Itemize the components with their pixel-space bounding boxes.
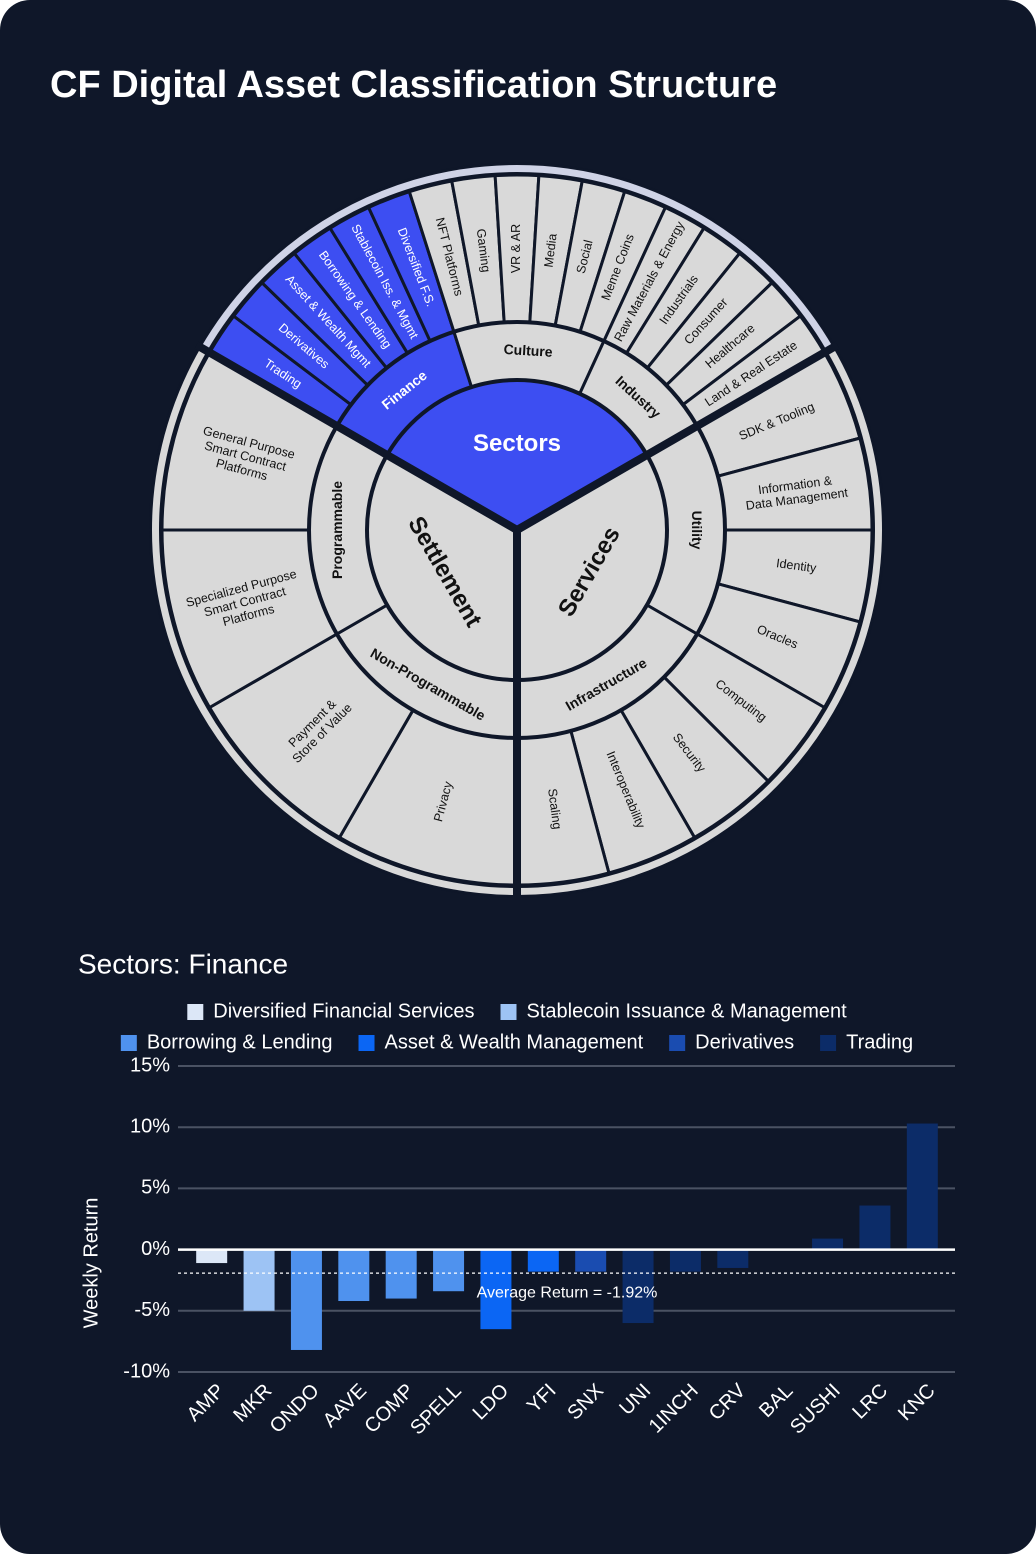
y-axis-label: Weekly Return: [80, 1198, 102, 1329]
subsector-label-line: Scaling: [545, 788, 564, 831]
y-tick-label: 5%: [141, 1177, 170, 1199]
y-tick-label: 0%: [141, 1238, 170, 1260]
bar: [859, 1205, 891, 1250]
x-tick-label: AMP: [183, 1380, 229, 1426]
bar: [243, 1249, 275, 1311]
legend-label: Stablecoin Issuance & Management: [527, 1000, 848, 1022]
subsector-label-line: Gaming: [473, 228, 492, 273]
y-tick-label: 15%: [130, 1054, 170, 1076]
legend-label: Derivatives: [695, 1031, 794, 1053]
subsector-label: Identity: [775, 556, 818, 575]
legend-swatch: [358, 1035, 375, 1051]
legend-label: Asset & Wealth Management: [385, 1031, 644, 1053]
bar: [622, 1249, 654, 1324]
x-tick-label: YFI: [523, 1380, 561, 1418]
group-label: Programmable: [329, 481, 345, 579]
group-label-line: Programmable: [329, 481, 345, 579]
x-tick-label: LDO: [469, 1380, 514, 1425]
group-label: Utility: [689, 511, 705, 550]
subsector-label: General PurposeSmart ContractPlatforms: [194, 424, 296, 489]
bar: [385, 1249, 417, 1299]
subsector-label: VR & AR: [509, 224, 523, 273]
subsector-label-line: VR & AR: [509, 224, 523, 273]
sector-divider: [514, 341, 840, 534]
sector-label-line: Sectors: [473, 430, 561, 457]
subsector-label: Gaming: [473, 228, 492, 273]
x-tick-label: CRV: [705, 1379, 751, 1425]
chart-title: Sectors: Finance: [78, 948, 288, 979]
x-tick-label: SPELL: [406, 1380, 466, 1440]
average-label: Average Return = -1.92%: [477, 1284, 658, 1301]
legend-label: Borrowing & Lending: [147, 1031, 333, 1053]
y-tick-label: -5%: [134, 1299, 170, 1321]
subsector-label: Media: [542, 233, 560, 269]
legend-label: Diversified Financial Services: [213, 1000, 474, 1022]
bar: [812, 1238, 844, 1250]
sector-divider: [194, 341, 520, 534]
x-tick-label: BAL: [755, 1380, 797, 1422]
bar: [433, 1249, 465, 1292]
group-label: Culture: [503, 341, 553, 360]
x-tick-label: SNX: [563, 1380, 608, 1425]
bar: [338, 1249, 370, 1302]
x-tick-label: COMP: [360, 1380, 418, 1438]
bar: [480, 1249, 512, 1330]
bar: [527, 1249, 559, 1272]
legend-swatch: [669, 1035, 686, 1051]
legend-swatch: [120, 1035, 137, 1051]
y-tick-label: -10%: [123, 1360, 170, 1382]
bar: [906, 1123, 938, 1250]
bar: [669, 1249, 701, 1272]
subsector-label: Scaling: [545, 788, 564, 831]
bar: [575, 1249, 607, 1272]
bar: [196, 1249, 228, 1264]
x-tick-label: KNC: [894, 1380, 939, 1425]
legend-label: Trading: [846, 1031, 913, 1053]
subsector-label-line: Media: [542, 233, 560, 269]
page-title: CF Digital Asset Classification Structur…: [50, 64, 777, 106]
x-tick-label: LRC: [848, 1380, 892, 1424]
bar: [290, 1249, 322, 1350]
bar: [717, 1249, 749, 1268]
x-tick-label: 1INCH: [645, 1380, 703, 1438]
sector-label: Sectors: [473, 430, 561, 457]
legend-swatch: [500, 1004, 517, 1020]
legend-swatch: [820, 1035, 837, 1051]
y-tick-label: 10%: [130, 1115, 170, 1137]
x-tick-label: UNI: [615, 1380, 655, 1420]
legend-swatch: [187, 1004, 204, 1020]
group-label-line: Culture: [503, 341, 553, 360]
group-label-line: Utility: [689, 511, 705, 550]
x-tick-label: SUSHI: [786, 1380, 845, 1439]
x-tick-label: ONDO: [266, 1380, 324, 1438]
subsector-label-line: Identity: [775, 556, 818, 575]
